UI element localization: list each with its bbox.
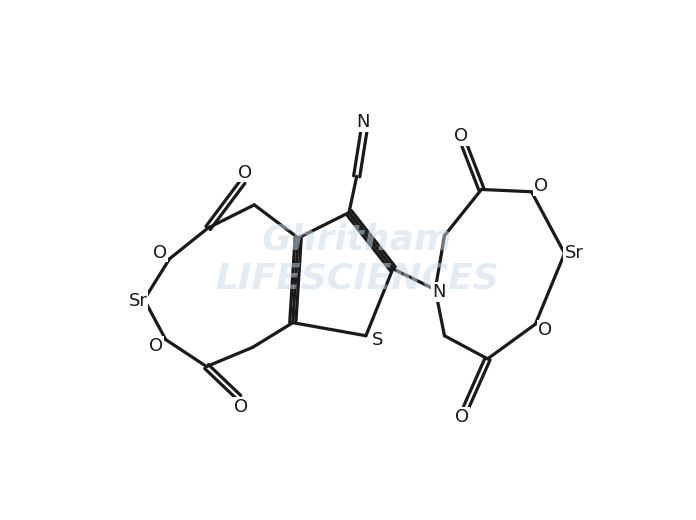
Text: O: O [153, 243, 168, 262]
Text: O: O [534, 177, 548, 194]
Text: Ghritham
LIFESCIENCES: Ghritham LIFESCIENCES [215, 222, 498, 295]
Text: O: O [238, 163, 252, 181]
Text: Sr: Sr [564, 244, 583, 263]
Text: N: N [432, 283, 446, 301]
Text: O: O [537, 321, 552, 340]
Text: Sr: Sr [129, 292, 148, 310]
Text: O: O [455, 408, 469, 425]
Text: O: O [454, 127, 468, 145]
Text: S: S [372, 331, 383, 348]
Text: O: O [234, 398, 248, 415]
Text: N: N [356, 113, 370, 131]
Text: O: O [150, 337, 164, 355]
